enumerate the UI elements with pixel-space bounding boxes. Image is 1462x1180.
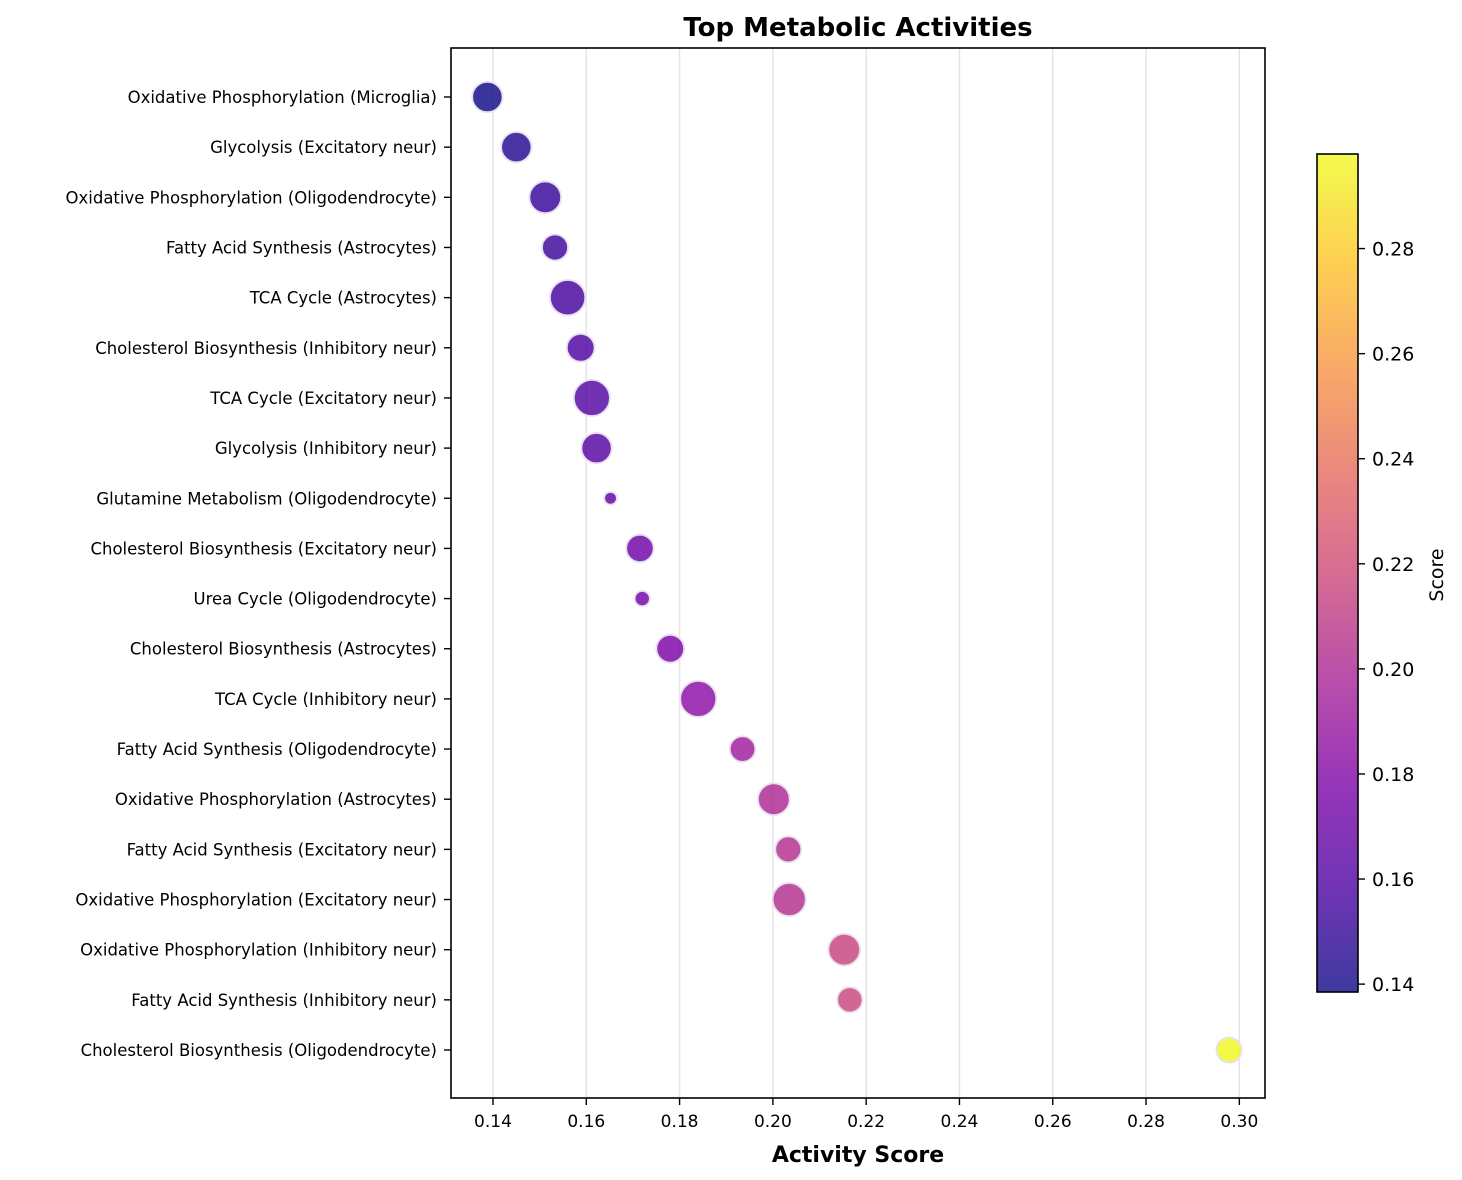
y-tick-label: Oxidative Phosphorylation (Excitatory ne…	[75, 891, 437, 910]
colorbar-gradient	[1317, 154, 1358, 992]
y-tick-label: Oxidative Phosphorylation (Inhibitory ne…	[80, 941, 437, 960]
y-tick-label: Cholesterol Biosynthesis (Oligodendrocyt…	[81, 1041, 437, 1060]
y-tick-label: Fatty Acid Synthesis (Oligodendrocyte)	[117, 740, 437, 759]
y-tick-label: Cholesterol Biosynthesis (Excitatory neu…	[90, 539, 437, 558]
data-point	[603, 491, 618, 506]
colorbar-tick-label: 0.24	[1372, 449, 1414, 471]
data-point	[827, 932, 862, 967]
y-tick-label: Cholesterol Biosynthesis (Astrocytes)	[130, 640, 437, 659]
x-tick-label: 0.20	[754, 1112, 792, 1132]
plot-area-frame	[450, 47, 1266, 1099]
colorbar-tick-label: 0.22	[1372, 554, 1414, 576]
data-point	[625, 533, 655, 564]
y-tick-label: Fatty Acid Synthesis (Astrocytes)	[166, 238, 437, 257]
data-point	[565, 332, 596, 363]
data-point	[771, 882, 807, 918]
chart-title: Top Metabolic Activities	[683, 13, 1032, 43]
y-tick-label: Cholesterol Biosynthesis (Inhibitory neu…	[95, 339, 437, 358]
data-point	[728, 735, 757, 763]
x-tick-label: 0.24	[941, 1112, 979, 1132]
colorbar-tick-label: 0.14	[1372, 974, 1414, 996]
data-point	[471, 80, 504, 114]
y-tick-label: Glycolysis (Excitatory neur)	[210, 138, 437, 157]
data-point	[528, 180, 563, 215]
colorbar-tick-label: 0.26	[1372, 344, 1414, 366]
y-tick-label: Glutamine Metabolism (Oligodendrocyte)	[96, 489, 437, 508]
data-point	[633, 590, 651, 608]
colorbar-tick-label: 0.28	[1372, 239, 1414, 261]
x-tick-label: 0.22	[847, 1112, 885, 1132]
colorbar-label: Score	[1426, 548, 1448, 601]
x-tick-label: 0.14	[474, 1112, 512, 1132]
y-tick-label: Oxidative Phosphorylation (Microglia)	[128, 88, 437, 107]
colorbar-tick-label: 0.18	[1372, 764, 1414, 786]
data-point	[549, 279, 587, 317]
x-tick-label: 0.28	[1127, 1112, 1165, 1132]
x-tick-label: 0.26	[1034, 1112, 1072, 1132]
y-tick-label: TCA Cycle (Excitatory neur)	[209, 389, 437, 408]
grid-lines	[492, 48, 1241, 1098]
y-tick-label: Glycolysis (Inhibitory neur)	[215, 439, 437, 458]
x-tick-label: 0.18	[661, 1112, 699, 1132]
y-tick-label: Oxidative Phosphorylation (Oligodendrocy…	[66, 188, 437, 207]
x-tick-label: 0.16	[567, 1112, 605, 1132]
colorbar: 0.14 0.16 0.18 0.20 0.22 0.24 0.26 0.28 Score	[1316, 153, 1448, 996]
colorbar-tick-label: 0.20	[1372, 659, 1414, 681]
data-point	[836, 986, 864, 1014]
data-point	[1215, 1036, 1243, 1064]
data-point	[541, 233, 569, 262]
data-points	[471, 80, 1243, 1064]
x-axis-ticks: 0.14 0.16 0.18 0.20 0.22 0.24 0.26 0.28 0.30	[474, 1098, 1258, 1132]
y-tick-label: TCA Cycle (Astrocytes)	[249, 289, 437, 308]
y-tick-label: Fatty Acid Synthesis (Excitatory neur)	[127, 840, 437, 859]
data-point	[679, 679, 718, 718]
y-tick-label: Fatty Acid Synthesis (Inhibitory neur)	[131, 991, 437, 1010]
x-tick-label: 0.30	[1220, 1112, 1258, 1132]
x-axis-label: Activity Score	[772, 1143, 944, 1168]
data-point	[572, 379, 611, 417]
colorbar-ticks: 0.14 0.16 0.18 0.20 0.22 0.24 0.26 0.28	[1358, 239, 1414, 996]
colorbar-tick-label: 0.16	[1372, 869, 1414, 891]
y-tick-label: Urea Cycle (Oligodendrocyte)	[194, 590, 437, 609]
colorbar-frame	[1316, 153, 1359, 993]
data-point	[580, 432, 613, 465]
y-tick-label: TCA Cycle (Inhibitory neur)	[214, 690, 437, 709]
y-tick-label: Oxidative Phosphorylation (Astrocytes)	[115, 790, 437, 809]
data-point	[774, 835, 803, 864]
data-point	[500, 131, 533, 164]
y-axis-ticks: Oxidative Phosphorylation (Microglia) Gly…	[66, 88, 451, 1060]
data-point	[757, 782, 791, 816]
data-point	[655, 633, 686, 664]
